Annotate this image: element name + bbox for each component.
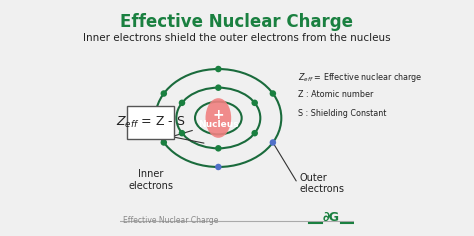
Ellipse shape [179,130,185,136]
Ellipse shape [270,90,276,97]
Ellipse shape [215,145,222,152]
Ellipse shape [206,98,231,138]
Text: $Z_{eff}$ = Z - S: $Z_{eff}$ = Z - S [116,115,185,130]
Text: Outer
electrons: Outer electrons [300,173,345,194]
Text: $Z_{eff}$ = Effective nuclear charge: $Z_{eff}$ = Effective nuclear charge [298,71,422,84]
Text: Z : Atomic number: Z : Atomic number [298,90,373,99]
Text: ∂G: ∂G [323,211,340,224]
Ellipse shape [215,164,222,170]
Text: Effective Nuclear Charge: Effective Nuclear Charge [123,216,218,225]
Ellipse shape [161,139,167,146]
Text: Nucleus: Nucleus [198,120,238,129]
Ellipse shape [179,100,185,106]
Text: Inner
electrons: Inner electrons [128,169,173,191]
Text: Inner electrons shield the outer electrons from the nucleus: Inner electrons shield the outer electro… [83,33,391,43]
Ellipse shape [215,66,222,72]
Ellipse shape [251,130,258,136]
Ellipse shape [270,139,276,146]
Text: +: + [212,108,224,122]
Text: Effective Nuclear Charge: Effective Nuclear Charge [120,13,354,31]
FancyBboxPatch shape [128,106,174,139]
Ellipse shape [251,100,258,106]
Text: S : Shielding Constant: S : Shielding Constant [298,109,386,118]
Ellipse shape [161,90,167,97]
Ellipse shape [215,84,222,91]
